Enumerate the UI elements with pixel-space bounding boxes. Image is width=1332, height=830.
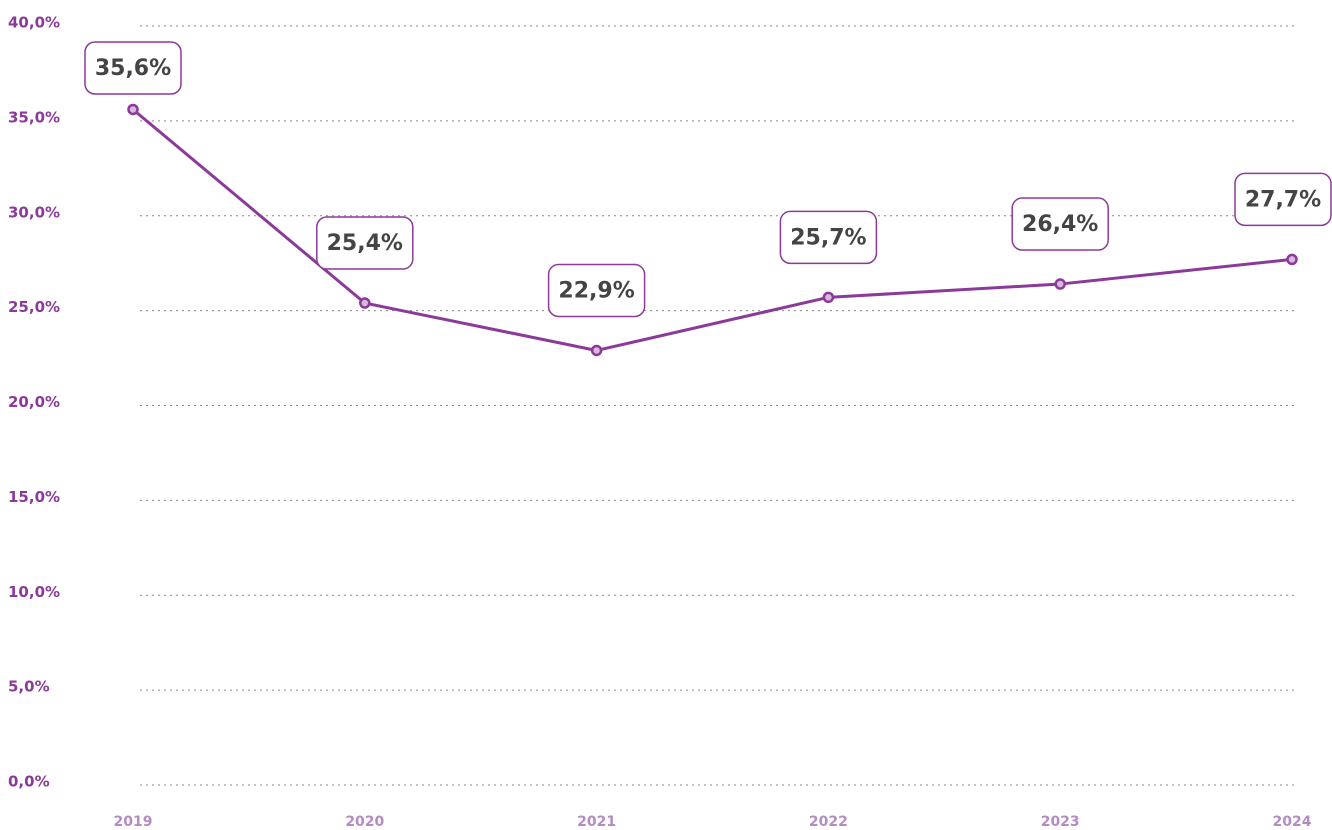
value-label: 22,9% [558,278,634,303]
y-tick-label: 40,0% [8,14,60,32]
y-tick-label: 25,0% [8,298,60,316]
line [132,108,1293,352]
value-label: 25,4% [327,231,403,256]
y-tick-label: 0,0% [8,773,50,791]
point [127,103,139,116]
y-tick-label: 15,0% [8,488,60,506]
y-tick-label: 5,0% [8,678,50,696]
x-tick-label: 2021 [577,814,616,830]
x-tick-label: 2022 [809,814,848,830]
point [590,344,603,357]
y-tick-label: 20,0% [8,393,60,411]
value-label: 27,7% [1245,187,1321,212]
point [359,297,371,309]
label-box [316,216,414,270]
point [1054,278,1066,290]
x-tick-label: 2020 [345,814,384,830]
point [822,291,835,304]
y-tick-label: 35,0% [8,108,60,126]
label-box [547,263,646,318]
value-label: 25,7% [790,225,866,250]
point [1286,253,1298,266]
value-label: 35,6% [95,56,171,81]
label-box [84,41,182,95]
y-tick-label: 10,0% [8,583,60,601]
x-tick-label: 2024 [1273,814,1312,830]
y-tick-label: 30,0% [8,203,60,221]
label-box [779,210,878,265]
x-tick-label: 2019 [114,814,153,830]
x-tick-label: 2023 [1041,814,1080,830]
value-label: 26,4% [1022,212,1098,237]
label-box [1011,197,1109,251]
label-box [1234,172,1332,227]
